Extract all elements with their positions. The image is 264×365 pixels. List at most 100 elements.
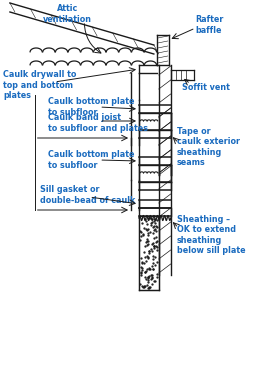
Point bbox=[148, 272, 153, 278]
Point bbox=[146, 274, 150, 280]
Point bbox=[154, 234, 158, 240]
Point bbox=[140, 220, 144, 226]
Point bbox=[154, 239, 158, 245]
Point bbox=[138, 228, 143, 234]
Point bbox=[149, 222, 153, 227]
Point bbox=[152, 243, 157, 249]
Point bbox=[145, 227, 150, 233]
Point bbox=[154, 223, 158, 229]
Point bbox=[145, 277, 150, 283]
Point bbox=[146, 233, 150, 238]
Point bbox=[140, 260, 144, 265]
Point bbox=[146, 255, 150, 261]
Point bbox=[155, 247, 159, 253]
Bar bbox=[139, 216, 159, 290]
Point bbox=[155, 259, 159, 265]
Point bbox=[148, 230, 152, 235]
Point bbox=[142, 261, 146, 266]
Point bbox=[152, 223, 156, 229]
Point bbox=[149, 220, 153, 226]
Point bbox=[151, 230, 155, 235]
Point bbox=[144, 236, 149, 242]
Point bbox=[141, 232, 145, 238]
Text: Attic
ventilation: Attic ventilation bbox=[43, 4, 92, 24]
Point bbox=[150, 273, 154, 278]
Point bbox=[150, 241, 154, 247]
Point bbox=[148, 215, 152, 220]
Point bbox=[146, 274, 150, 280]
Point bbox=[147, 248, 151, 254]
Point bbox=[152, 227, 156, 233]
Point bbox=[139, 264, 143, 270]
Point bbox=[147, 285, 152, 291]
Point bbox=[143, 243, 147, 249]
Point bbox=[144, 268, 148, 274]
Point bbox=[148, 284, 152, 289]
Point bbox=[155, 224, 159, 230]
Point bbox=[139, 229, 143, 235]
Point bbox=[153, 262, 157, 268]
Point bbox=[141, 284, 145, 290]
Text: Soffit vent: Soffit vent bbox=[182, 82, 229, 92]
Point bbox=[143, 216, 147, 222]
Point bbox=[146, 215, 150, 221]
Point bbox=[155, 217, 159, 223]
Point bbox=[147, 248, 151, 254]
Point bbox=[139, 260, 144, 266]
Point bbox=[145, 282, 149, 288]
Point bbox=[145, 238, 149, 243]
Point bbox=[145, 280, 150, 285]
Point bbox=[151, 253, 155, 259]
Point bbox=[154, 238, 159, 244]
Point bbox=[155, 274, 159, 280]
Point bbox=[151, 266, 155, 272]
Point bbox=[150, 249, 154, 254]
Point bbox=[155, 271, 159, 277]
Point bbox=[142, 225, 146, 231]
Text: Sheathing –
OK to extend
sheathing
below sill plate: Sheathing – OK to extend sheathing below… bbox=[177, 215, 245, 255]
Text: Rafter
baffle: Rafter baffle bbox=[196, 15, 224, 35]
Point bbox=[143, 269, 147, 274]
Point bbox=[146, 238, 150, 243]
Point bbox=[150, 219, 154, 225]
Point bbox=[151, 224, 155, 230]
Point bbox=[153, 243, 158, 249]
Point bbox=[138, 281, 142, 287]
Point bbox=[153, 254, 157, 260]
Point bbox=[155, 244, 159, 250]
Point bbox=[150, 256, 155, 262]
Text: Caulk drywall to
top and bottom
plates: Caulk drywall to top and bottom plates bbox=[3, 70, 76, 100]
Point bbox=[146, 275, 150, 281]
Point bbox=[144, 226, 148, 232]
Point bbox=[152, 216, 156, 222]
Point bbox=[154, 228, 158, 234]
Point bbox=[147, 250, 151, 256]
Point bbox=[152, 235, 156, 241]
Point bbox=[147, 265, 151, 271]
Point bbox=[143, 274, 148, 280]
Point bbox=[151, 260, 155, 266]
Point bbox=[138, 237, 142, 243]
Point bbox=[142, 284, 146, 290]
Point bbox=[145, 266, 150, 272]
Point bbox=[139, 255, 143, 261]
Point bbox=[146, 231, 150, 237]
Point bbox=[152, 245, 156, 250]
Point bbox=[146, 254, 150, 260]
Point bbox=[139, 269, 143, 274]
Point bbox=[143, 218, 148, 224]
Point bbox=[152, 218, 156, 224]
Point bbox=[140, 268, 144, 273]
Point bbox=[140, 265, 144, 271]
Point bbox=[149, 276, 153, 281]
Point bbox=[144, 239, 148, 245]
Point bbox=[153, 220, 157, 226]
Point bbox=[140, 283, 144, 289]
Point bbox=[139, 272, 143, 278]
Text: Caulk band joist
to subfloor and plates: Caulk band joist to subfloor and plates bbox=[48, 113, 148, 133]
Point bbox=[144, 253, 149, 259]
Point bbox=[147, 266, 151, 272]
Point bbox=[151, 266, 155, 272]
Point bbox=[145, 242, 149, 248]
Point bbox=[153, 227, 157, 233]
